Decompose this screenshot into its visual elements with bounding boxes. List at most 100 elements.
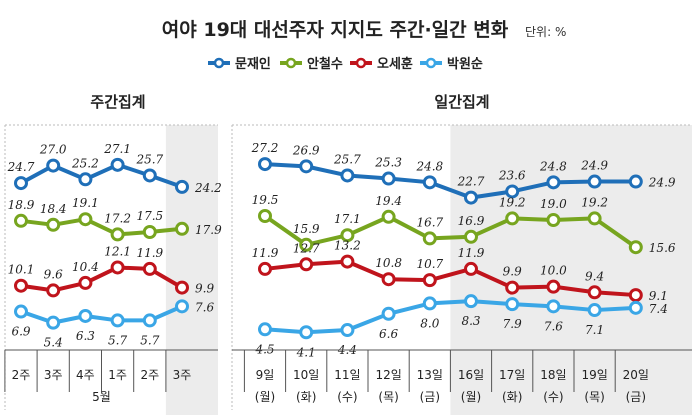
data-label: 11.9 [136,246,163,260]
unit-label: 단위: % [525,25,566,39]
x-tick-weekday: (화) [502,390,522,404]
data-point [175,280,189,295]
data-point [78,172,93,187]
data-label: 24.2 [194,181,222,195]
x-tick-weekday: (월) [461,390,481,404]
series-line [264,259,636,298]
data-label: 11.9 [458,246,485,260]
daily-panel-title: 일간집계 [434,93,489,111]
data-label: 6.9 [11,325,30,339]
data-label: 7.6 [195,300,214,314]
data-point [587,174,602,189]
data-point [175,179,189,194]
data-label: 10.1 [8,263,35,277]
data-point [78,275,93,290]
data-label: 19.2 [581,195,608,209]
data-label: 27.2 [251,141,279,155]
x-tick-label: 13일 [417,368,443,382]
data-label: 9.4 [585,269,604,283]
data-label: 10.8 [375,256,402,270]
data-point [14,213,28,228]
data-point [505,297,520,312]
data-point [46,315,61,330]
data-point [464,261,478,276]
x-tick-weekday: (수) [543,390,563,404]
data-label: 12.7 [293,241,320,255]
data-point [340,323,355,338]
data-label: 9.9 [195,282,214,296]
data-label: 8.0 [420,316,439,330]
data-label: 17.9 [195,223,222,237]
data-point [546,175,561,190]
data-point [142,313,157,328]
data-point [628,288,643,303]
x-tick-label: 2주 [12,368,31,382]
x-tick-weekday: (화) [296,390,316,404]
data-point [142,168,157,183]
data-point [78,212,93,227]
data-label: 9.6 [44,267,63,281]
data-label: 7.1 [585,323,604,337]
legend-entry: 안철수 [307,56,343,72]
data-label: 5.4 [44,336,63,350]
data-label: 23.6 [498,168,526,182]
data-label: 7.6 [544,319,563,333]
legend-entry: 오세훈 [377,56,413,72]
data-point [110,260,125,275]
data-point [381,171,396,186]
legend-swatch-marker [355,57,367,69]
data-point [14,176,28,191]
data-point [587,303,602,318]
x-tick-label: 17일 [499,368,525,382]
data-label: 5.7 [108,333,127,347]
data-label: 8.3 [461,314,480,328]
x-tick-label: 16일 [458,368,484,382]
data-label: 19.2 [499,195,526,209]
data-point [175,299,189,314]
x-tick-weekday: (수) [337,390,357,404]
data-point [381,209,396,224]
data-label: 16.7 [416,215,443,229]
data-label: 19.0 [540,197,567,211]
data-point [422,296,437,311]
data-point [14,278,28,293]
chart-title: 여야 19대 대선주자 지지도 주간·일간 변화 [162,19,509,41]
data-label: 9.9 [503,265,522,279]
data-label: 4.1 [296,345,316,359]
data-point [299,257,314,272]
data-label: 25.2 [71,156,99,170]
data-point [628,240,643,255]
data-label: 25.3 [374,156,402,170]
highlight-region [165,125,218,415]
x-tick-weekday: (금) [626,390,646,404]
data-point [381,272,396,287]
data-point [14,304,28,319]
highlight-region [450,125,692,415]
data-label: 19.1 [72,196,99,210]
data-point [78,308,93,323]
x-tick-label: 2주 [140,368,159,382]
data-point [46,283,61,298]
data-point [299,159,314,174]
data-label: 10.0 [540,264,567,278]
data-point [110,157,125,172]
data-label: 11.9 [252,246,279,260]
data-label: 19.5 [252,193,279,207]
data-point [464,229,478,244]
data-point [175,221,189,236]
data-point [505,184,520,199]
data-point [464,190,478,205]
series-line [263,214,637,249]
data-label: 26.9 [292,143,320,157]
x-tick-label: 11일 [334,368,360,382]
data-point [110,313,125,328]
data-point [258,261,272,276]
legend-swatch-marker [285,57,297,69]
data-label: 27.0 [39,143,67,157]
data-point [546,279,561,294]
data-label: 7.9 [503,317,522,331]
data-label: 7.4 [649,302,668,316]
data-point [258,322,272,337]
data-point [587,285,602,300]
